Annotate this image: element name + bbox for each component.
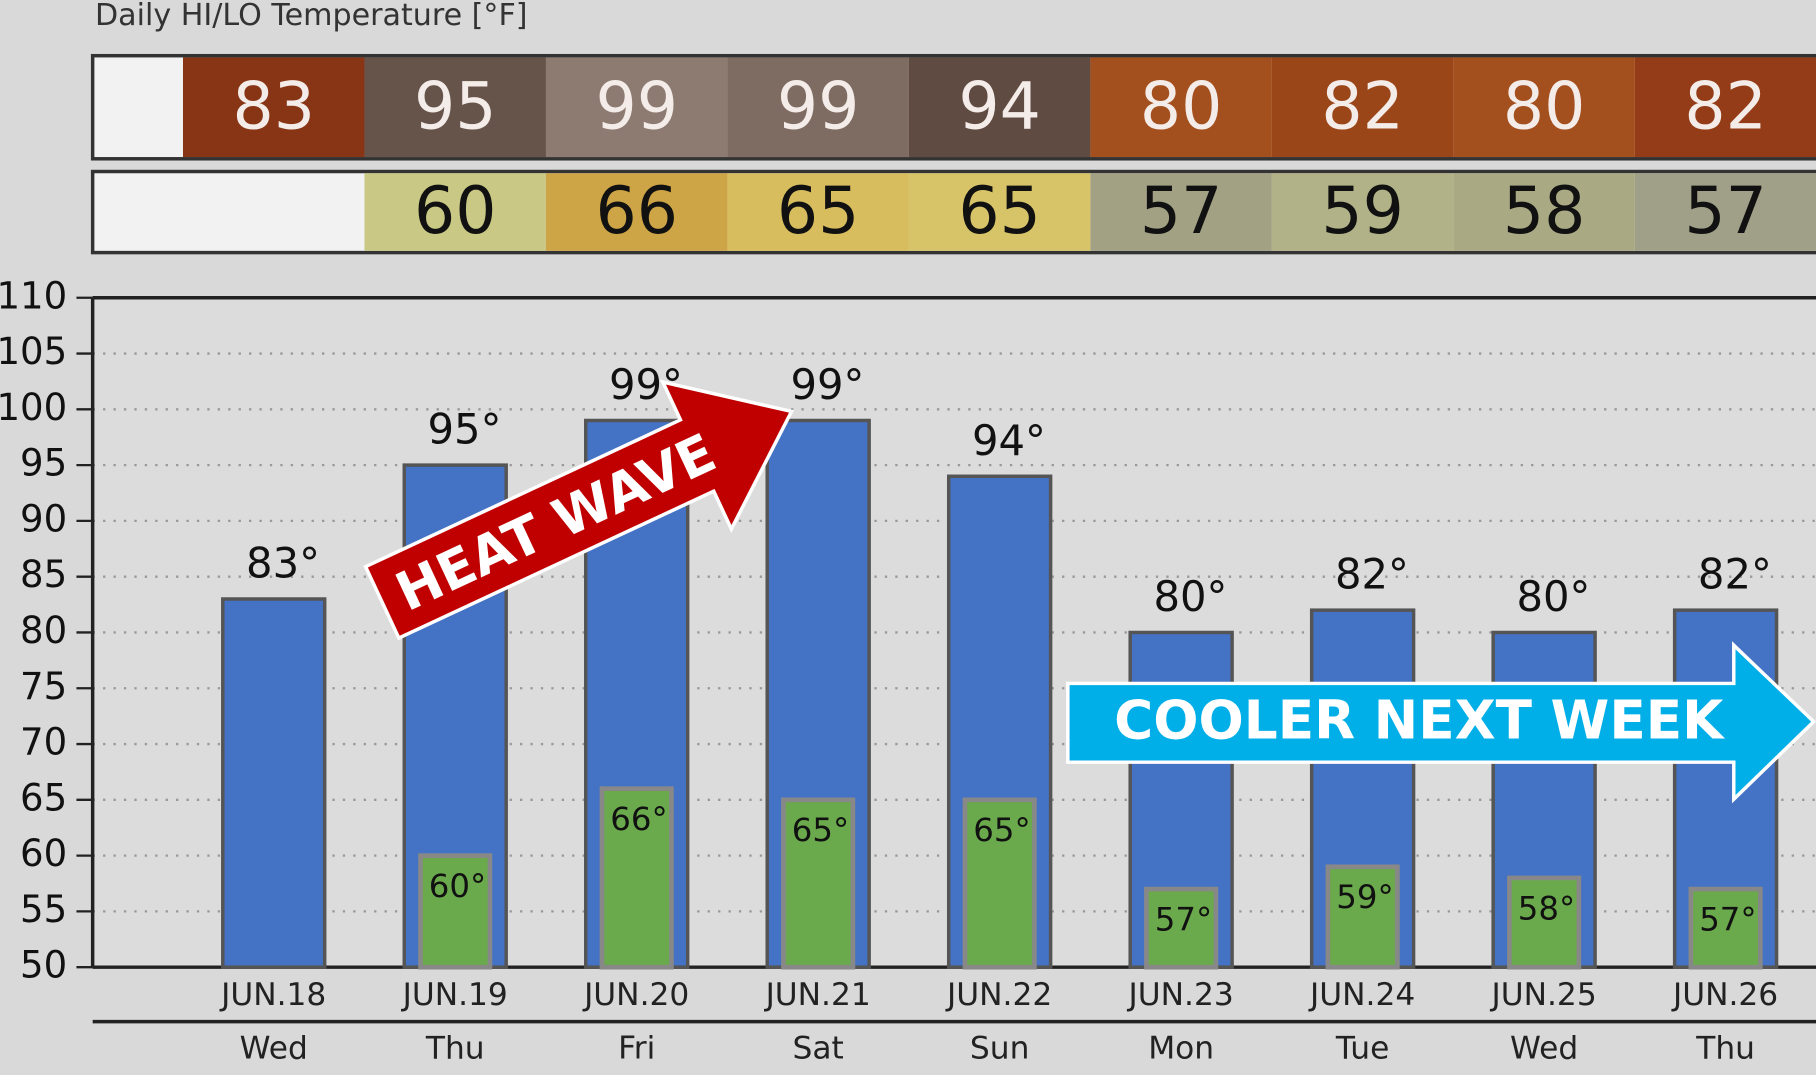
lo-bar: [962, 797, 1037, 970]
table-cell: [1453, 173, 1635, 251]
value-label: 82°: [1335, 550, 1409, 599]
weekday-label: Wed: [1510, 1030, 1578, 1066]
y-tick-label: 75: [20, 665, 67, 708]
table-cell: [1090, 57, 1272, 158]
weekday-label: Thu: [1695, 1030, 1755, 1066]
value-label: 66°: [610, 800, 667, 838]
table-cell: [545, 57, 728, 158]
annotation: COOLER NEXT WEEK: [1114, 690, 1725, 752]
table-cell: [182, 57, 365, 158]
table-cell: [727, 173, 909, 251]
value-label: 60°: [429, 867, 486, 905]
lo-bar: [599, 786, 674, 970]
value-label: 83°: [246, 539, 320, 588]
weekday-label: Tue: [1335, 1030, 1389, 1066]
value-label: 80°: [1153, 572, 1227, 621]
x-tick-label: JUN.19: [401, 977, 508, 1013]
y-tick-label: 105: [0, 330, 67, 373]
table-value: 66: [595, 174, 678, 249]
value-label: 95°: [428, 405, 502, 454]
value-label: 80°: [1516, 572, 1590, 621]
y-tick-label: 50: [20, 944, 67, 987]
table-cell: [1090, 173, 1272, 251]
chart-title: Daily HI/LO Temperature [°F]: [95, 0, 528, 33]
table-cell: [727, 57, 909, 158]
table-value: 94: [958, 69, 1041, 144]
value-label: 59°: [1336, 878, 1393, 916]
table-value: 95: [414, 69, 497, 144]
table-value: 80: [1140, 69, 1223, 144]
weekday-label: Sun: [970, 1030, 1029, 1066]
value-label: 94°: [972, 416, 1046, 465]
y-tick-label: 55: [20, 888, 67, 931]
x-tick-label: JUN.18: [219, 977, 326, 1013]
table-value: 83: [232, 69, 315, 144]
value-label: 58°: [1518, 889, 1575, 927]
table-value: 59: [1321, 174, 1404, 249]
value-label: 57°: [1699, 901, 1756, 939]
table-value: 58: [1503, 174, 1586, 249]
y-tick-label: 65: [20, 776, 67, 819]
lo-bar: [781, 797, 856, 970]
x-tick-label: JUN.21: [764, 977, 871, 1013]
table-cell: [1634, 57, 1816, 158]
table-value: 99: [595, 69, 678, 144]
lo-bar: [1507, 875, 1582, 970]
table-cell: [908, 173, 1091, 251]
table-value: 57: [1684, 174, 1767, 249]
table-cell: [1271, 57, 1454, 158]
value-label: 99°: [791, 360, 865, 409]
lo-bar: [1325, 864, 1400, 970]
table-cell: [1271, 173, 1454, 251]
table-cell: [1634, 173, 1816, 251]
y-tick-label: 90: [20, 497, 67, 540]
x-tick-label: JUN.24: [1308, 977, 1415, 1013]
x-tick-label: JUN.23: [1127, 977, 1234, 1013]
y-tick-label: 110: [0, 274, 67, 317]
table-value: 57: [1140, 174, 1223, 249]
y-tick-label: 70: [20, 721, 67, 764]
y-tick-label: 100: [0, 386, 67, 429]
table-value: 99: [777, 69, 860, 144]
cooler-arrow: COOLER NEXT WEEK: [1066, 641, 1816, 804]
table-value: 80: [1503, 69, 1586, 144]
weekday-label: Sat: [793, 1030, 844, 1066]
x-tick-label: JUN.22: [945, 977, 1052, 1013]
table-cell: [908, 57, 1091, 158]
y-tick-label: 60: [20, 832, 67, 875]
y-tick-label: 80: [20, 609, 67, 652]
value-label: 65°: [973, 811, 1030, 849]
table-value: 82: [1321, 69, 1404, 144]
lo-bar: [418, 853, 493, 970]
x-tick-label: JUN.25: [1490, 977, 1597, 1013]
table-value: 82: [1684, 69, 1767, 144]
value-label: 82°: [1698, 550, 1772, 599]
table-cell: [364, 173, 546, 251]
y-tick-label: 85: [20, 553, 67, 596]
table-value: 65: [958, 174, 1041, 249]
table-cell: [364, 57, 546, 158]
arrow-shape: [363, 379, 795, 641]
hi-bar: [221, 597, 327, 969]
x-tick-label: JUN.20: [582, 977, 689, 1013]
lo-bar: [1144, 886, 1219, 970]
weekday-label: Wed: [240, 1030, 308, 1066]
table-value: 65: [777, 174, 860, 249]
table-value: 60: [414, 174, 497, 249]
y-tick-label: 95: [20, 442, 67, 485]
value-label: 65°: [792, 811, 849, 849]
arrow-shape: [1066, 641, 1816, 804]
x-tick-label: JUN.26: [1671, 977, 1778, 1013]
table-cell: [1453, 57, 1635, 158]
weekday-label: Mon: [1148, 1030, 1214, 1066]
value-label: 57°: [1155, 901, 1212, 939]
weekday-label: Fri: [618, 1030, 655, 1066]
weekday-label: Thu: [425, 1030, 485, 1066]
lo-bar: [1688, 886, 1763, 970]
table-cell: [545, 173, 728, 251]
